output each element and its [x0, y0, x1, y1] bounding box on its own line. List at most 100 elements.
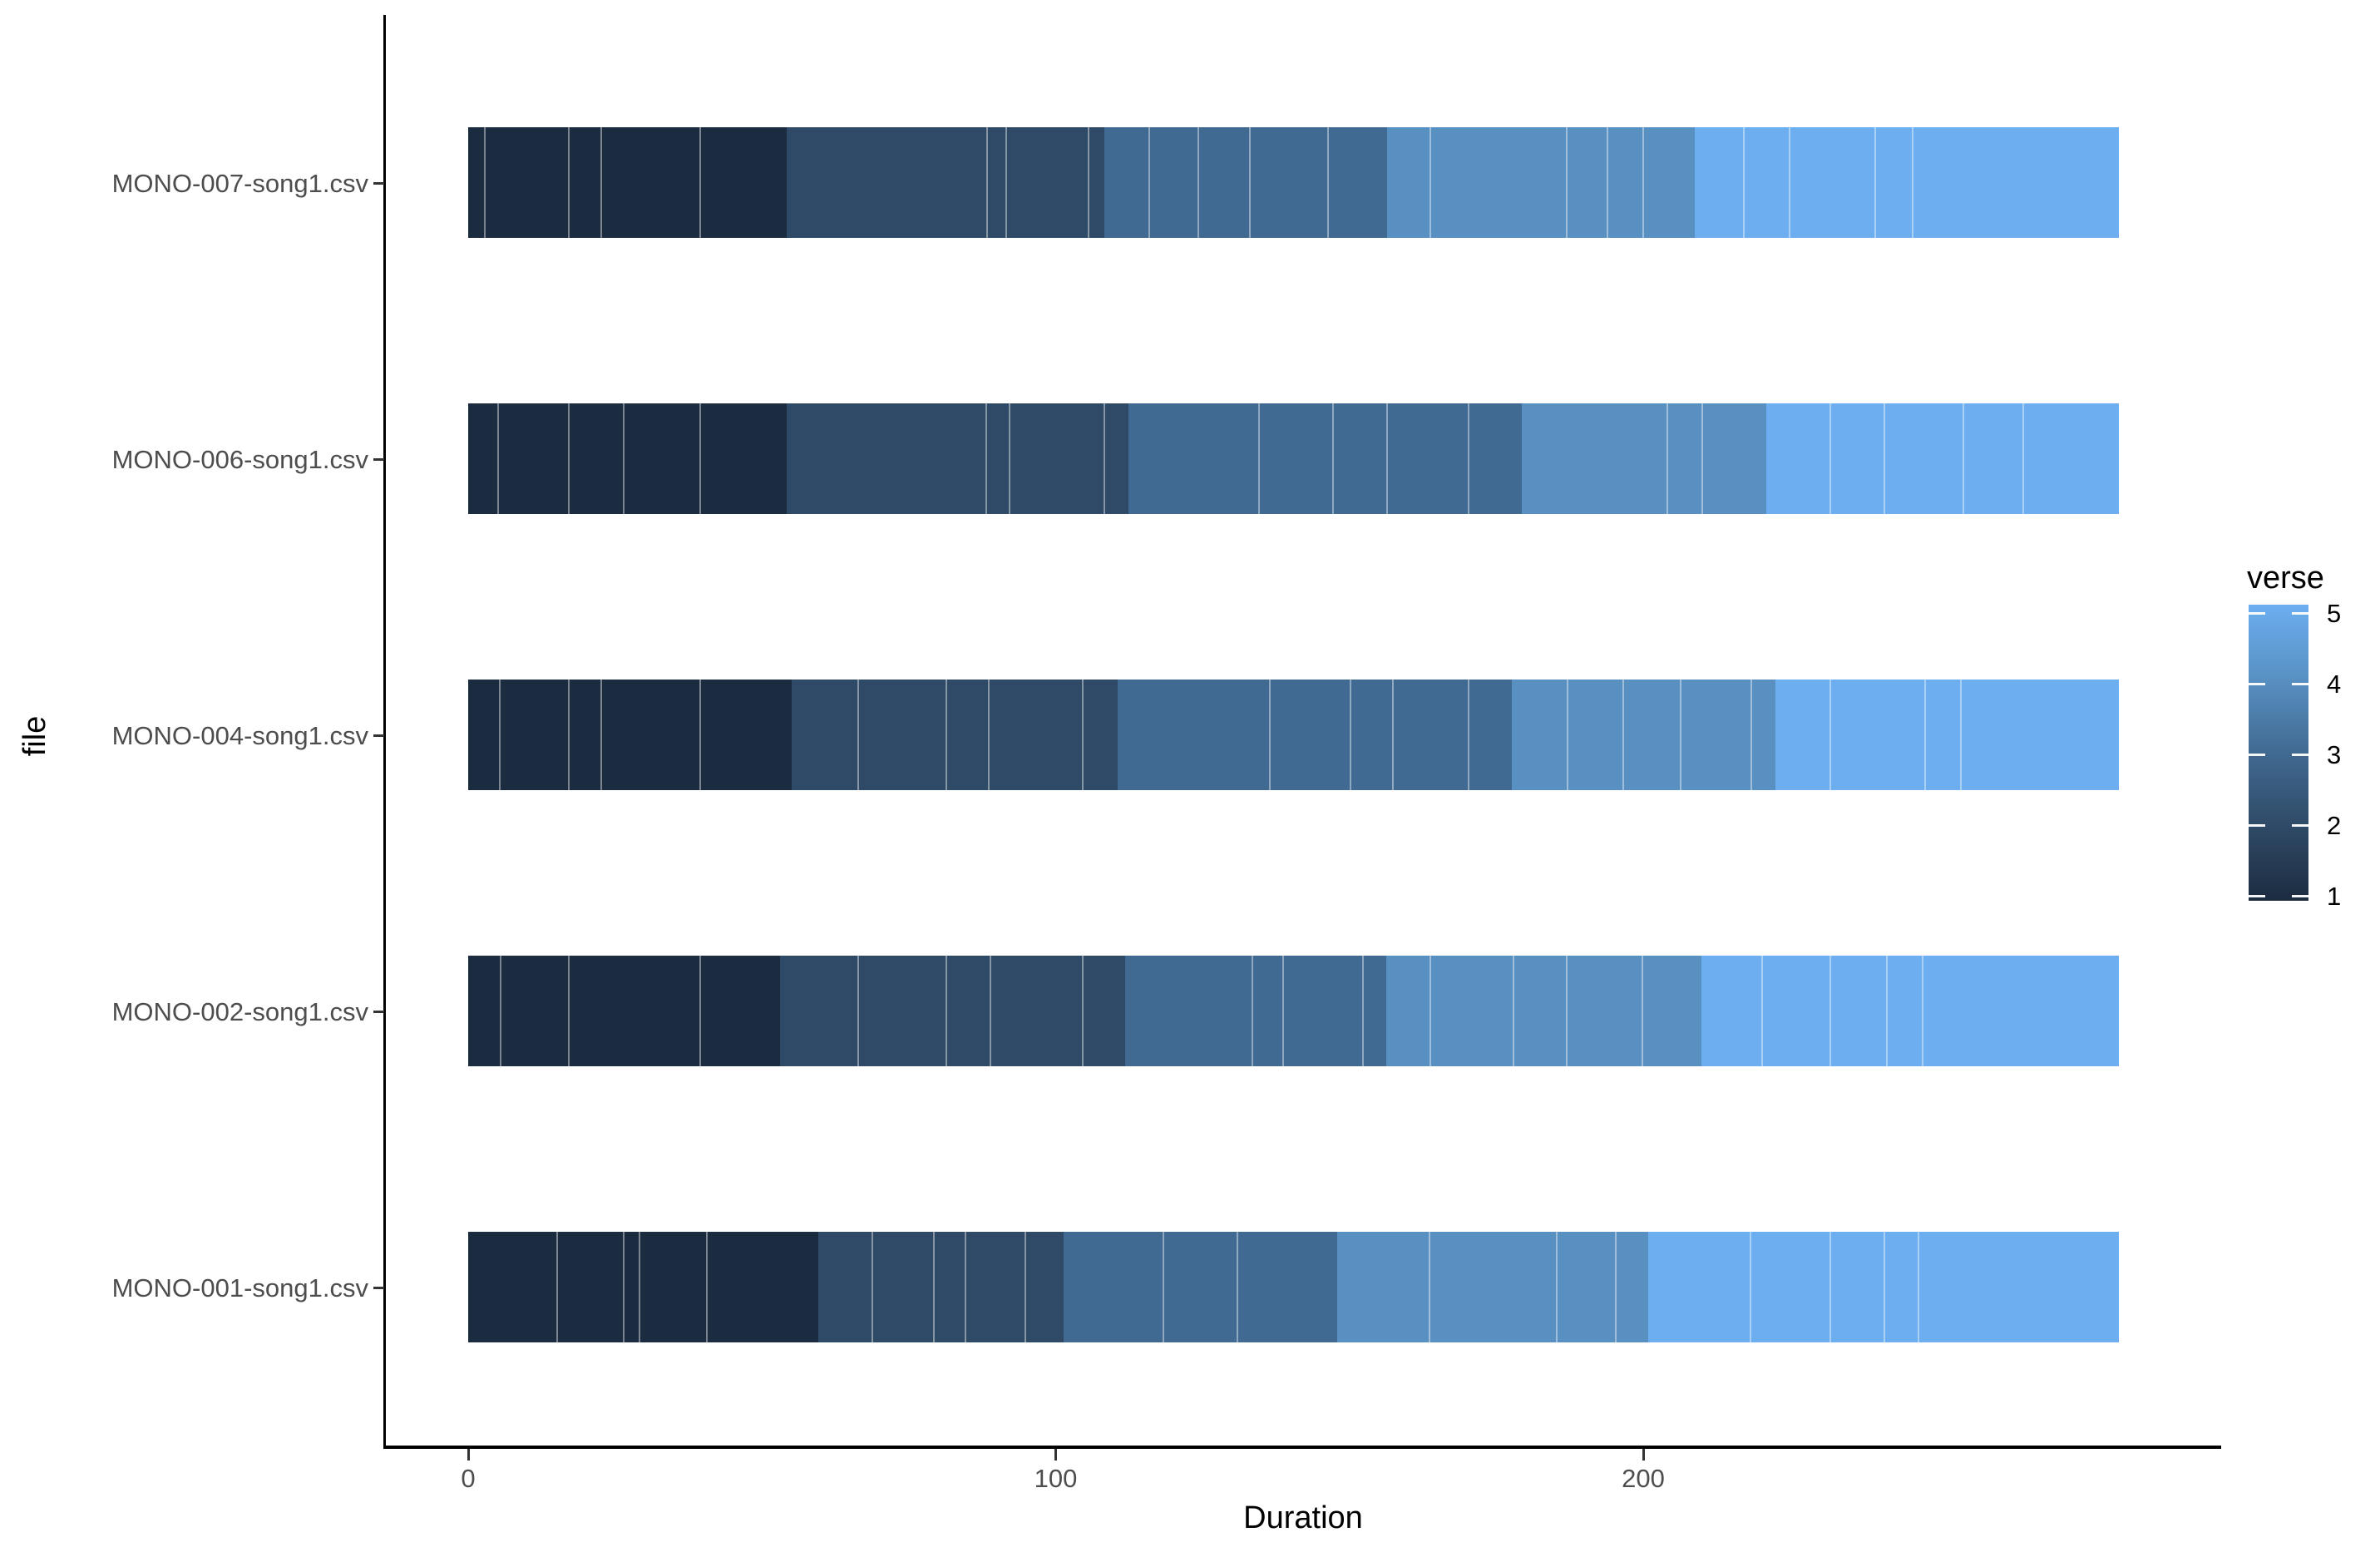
y-axis-label: MONO-006-song1.csv [111, 444, 368, 474]
segment-divider [1566, 680, 1568, 790]
legend-tick-mark [2292, 683, 2308, 685]
bar-segment-verse-2 [786, 127, 1105, 238]
segment-divider [1614, 1232, 1617, 1342]
bar-segment-verse-4 [1511, 680, 1775, 790]
segment-divider [1701, 403, 1704, 514]
segment-divider [623, 1232, 625, 1342]
segment-divider [946, 680, 948, 790]
segment-divider [699, 127, 702, 238]
segment-divider [1361, 956, 1364, 1066]
y-tick-mark [373, 734, 384, 737]
segment-divider [872, 1232, 874, 1342]
segment-divider [1622, 680, 1624, 790]
bar-segment-verse-2 [792, 680, 1118, 790]
bar-segment-verse-1 [468, 127, 787, 238]
y-axis-title: file [17, 715, 52, 757]
legend-tick-mark [2249, 612, 2265, 615]
y-axis-line [383, 15, 386, 1448]
x-tick-mark [1054, 1449, 1057, 1461]
segment-divider [567, 127, 570, 238]
segment-divider [1104, 403, 1106, 514]
segment-divider [1924, 680, 1927, 790]
segment-divider [1788, 127, 1790, 238]
segment-divider [1081, 680, 1084, 790]
segment-divider [499, 956, 501, 1066]
y-tick-mark [373, 181, 384, 185]
segment-divider [1468, 403, 1470, 514]
segment-divider [1331, 403, 1334, 514]
segment-divider [1236, 1232, 1238, 1342]
segment-divider [1566, 956, 1568, 1066]
bar-segment-verse-3 [1117, 680, 1512, 790]
segment-divider [1162, 1232, 1164, 1342]
segment-divider [1556, 1232, 1558, 1342]
legend-title: verse [2247, 561, 2324, 596]
segment-divider [1268, 680, 1271, 790]
bar-segment-verse-4 [1336, 1232, 1648, 1342]
segment-divider [1468, 680, 1470, 790]
segment-divider [699, 956, 702, 1066]
legend-tick-label: 4 [2327, 670, 2342, 699]
segment-divider [2022, 403, 2025, 514]
segment-divider [857, 680, 860, 790]
bar-segment-verse-2 [786, 403, 1129, 514]
legend-tick-label: 3 [2327, 740, 2342, 769]
segment-divider [1829, 403, 1831, 514]
segment-divider [1429, 956, 1432, 1066]
segment-divider [1642, 127, 1644, 238]
segment-divider [699, 403, 702, 514]
bar-segment-verse-1 [468, 1232, 819, 1342]
bar-segment-verse-2 [780, 956, 1125, 1066]
legend-tick-label: 5 [2327, 599, 2342, 628]
bar-segment-verse-5 [1701, 956, 2120, 1066]
bar-row [468, 127, 2120, 238]
segment-divider [1024, 1232, 1026, 1342]
segment-divider [699, 680, 702, 790]
segment-divider [1874, 127, 1877, 238]
segment-divider [600, 680, 602, 790]
segment-divider [857, 956, 860, 1066]
bar-row [468, 956, 2120, 1066]
x-axis-line [383, 1446, 2221, 1449]
segment-divider [990, 956, 992, 1066]
segment-divider [1922, 956, 1924, 1066]
y-tick-mark [373, 457, 384, 461]
segment-divider [1884, 1232, 1886, 1342]
segment-divider [1148, 127, 1150, 238]
segment-divider [1884, 403, 1886, 514]
segment-divider [1742, 127, 1745, 238]
bar-segment-verse-3 [1124, 956, 1386, 1066]
segment-divider [1088, 127, 1090, 238]
bar-segment-verse-4 [1385, 956, 1701, 1066]
segment-divider [985, 127, 988, 238]
segment-divider [567, 680, 570, 790]
bar-segment-verse-4 [1521, 403, 1767, 514]
segment-divider [483, 127, 486, 238]
bar-segment-verse-4 [1386, 127, 1696, 238]
bar-segment-verse-3 [1128, 403, 1522, 514]
bar-row [468, 403, 2120, 514]
segment-divider [1326, 127, 1329, 238]
segment-divider [1912, 127, 1914, 238]
segment-divider [1606, 127, 1608, 238]
segment-divider [497, 403, 500, 514]
segment-divider [639, 1232, 641, 1342]
segment-divider [1566, 127, 1568, 238]
legend-tick-mark [2249, 824, 2265, 827]
y-axis-label: MONO-001-song1.csv [111, 1273, 368, 1302]
y-axis-label: MONO-004-song1.csv [111, 720, 368, 750]
bar-segment-verse-1 [468, 680, 793, 790]
segment-divider [1281, 956, 1284, 1066]
legend-colorbar [2249, 605, 2308, 901]
segment-divider [1963, 403, 1965, 514]
segment-divider [623, 403, 625, 514]
bar-segment-verse-5 [1647, 1232, 2120, 1342]
segment-divider [946, 956, 948, 1066]
y-axis-label: MONO-002-song1.csv [111, 996, 368, 1026]
segment-divider [1886, 956, 1889, 1066]
x-tick-mark [467, 1449, 470, 1461]
segment-divider [1392, 680, 1395, 790]
segment-divider [499, 680, 501, 790]
segment-divider [1960, 680, 1963, 790]
